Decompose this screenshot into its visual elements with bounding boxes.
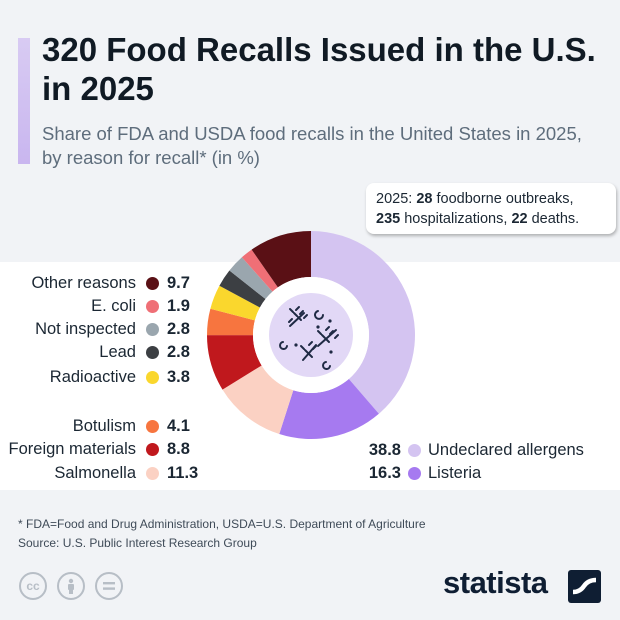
legend-label-listeria: Listeria bbox=[428, 464, 482, 482]
slice-foreign-materials[interactable] bbox=[207, 335, 262, 390]
chart-title: 320 Food Recalls Issued in the U.S. in 2… bbox=[42, 31, 596, 107]
bacteria-icon bbox=[269, 293, 353, 377]
legend-label-botulism: Botulism bbox=[72, 417, 136, 435]
legend-dot-botulism bbox=[146, 419, 159, 433]
legend-label-undeclared-allergens: Undeclared allergens bbox=[428, 441, 584, 459]
slice-not-inspected[interactable] bbox=[229, 257, 273, 300]
donut-slices bbox=[206, 231, 415, 439]
legend-dot-e-coli bbox=[146, 299, 159, 313]
legend-dot-lead bbox=[146, 345, 159, 359]
legend-dot-listeria bbox=[408, 466, 421, 480]
footnote: * FDA=Food and Drug Administration, USDA… bbox=[18, 517, 426, 531]
legend-label-radioactive: Radioactive bbox=[49, 368, 136, 386]
legend-value-not-inspected: 2.8 bbox=[167, 320, 190, 338]
legend-dot-other-reasons bbox=[146, 276, 159, 290]
legend-dot-radioactive bbox=[146, 370, 159, 384]
statista-logo-text[interactable]: statista bbox=[443, 565, 548, 600]
legend-label-e-coli: E. coli bbox=[91, 297, 136, 315]
legend-label-not-inspected: Not inspected bbox=[35, 320, 136, 338]
slice-e-coli[interactable] bbox=[241, 249, 278, 292]
title-accent-bar bbox=[18, 38, 30, 164]
slice-radioactive[interactable] bbox=[210, 285, 260, 321]
legend-dot-salmonella bbox=[146, 466, 159, 480]
legend-value-salmonella: 11.3 bbox=[167, 464, 199, 482]
legend-value-listeria: 16.3 bbox=[368, 464, 401, 482]
statista-logo-icon[interactable] bbox=[568, 570, 601, 603]
legend-label-lead: Lead bbox=[99, 343, 136, 361]
legend-label-foreign-materials: Foreign materials bbox=[8, 440, 136, 458]
legend-value-undeclared-allergens: 38.8 bbox=[368, 441, 401, 459]
legend-value-lead: 2.8 bbox=[167, 343, 190, 361]
legend-value-other-reasons: 9.7 bbox=[167, 274, 190, 292]
legend-dot-undeclared-allergens bbox=[408, 443, 421, 457]
slice-other-reasons[interactable] bbox=[251, 231, 311, 288]
outbreak-callout: 2025: 28 foodborne outbreaks, 235 hospit… bbox=[366, 183, 616, 234]
legend-value-e-coli: 1.9 bbox=[167, 297, 190, 315]
legend-label-salmonella: Salmonella bbox=[54, 464, 136, 482]
legend-value-foreign-materials: 8.8 bbox=[167, 440, 190, 458]
slice-botulism[interactable] bbox=[206, 308, 255, 336]
legend-label-other-reasons: Other reasons bbox=[31, 274, 136, 292]
legend-value-radioactive: 3.8 bbox=[167, 368, 190, 386]
slice-listeria[interactable] bbox=[279, 378, 379, 439]
source-note: Source: U.S. Public Interest Research Gr… bbox=[18, 536, 257, 550]
slice-lead[interactable] bbox=[219, 270, 266, 308]
legend-dot-not-inspected bbox=[146, 322, 159, 336]
legend-dot-foreign-materials bbox=[146, 442, 159, 456]
slice-undeclared-allergens[interactable] bbox=[311, 231, 415, 414]
cc-icon[interactable]: cc bbox=[19, 572, 47, 600]
chart-subtitle: Share of FDA and USDA food recalls in th… bbox=[42, 123, 582, 168]
attribution-icon[interactable] bbox=[57, 572, 85, 600]
slice-salmonella[interactable] bbox=[222, 365, 294, 435]
no-derivatives-icon[interactable] bbox=[95, 572, 123, 600]
legend-value-botulism: 4.1 bbox=[167, 417, 190, 435]
